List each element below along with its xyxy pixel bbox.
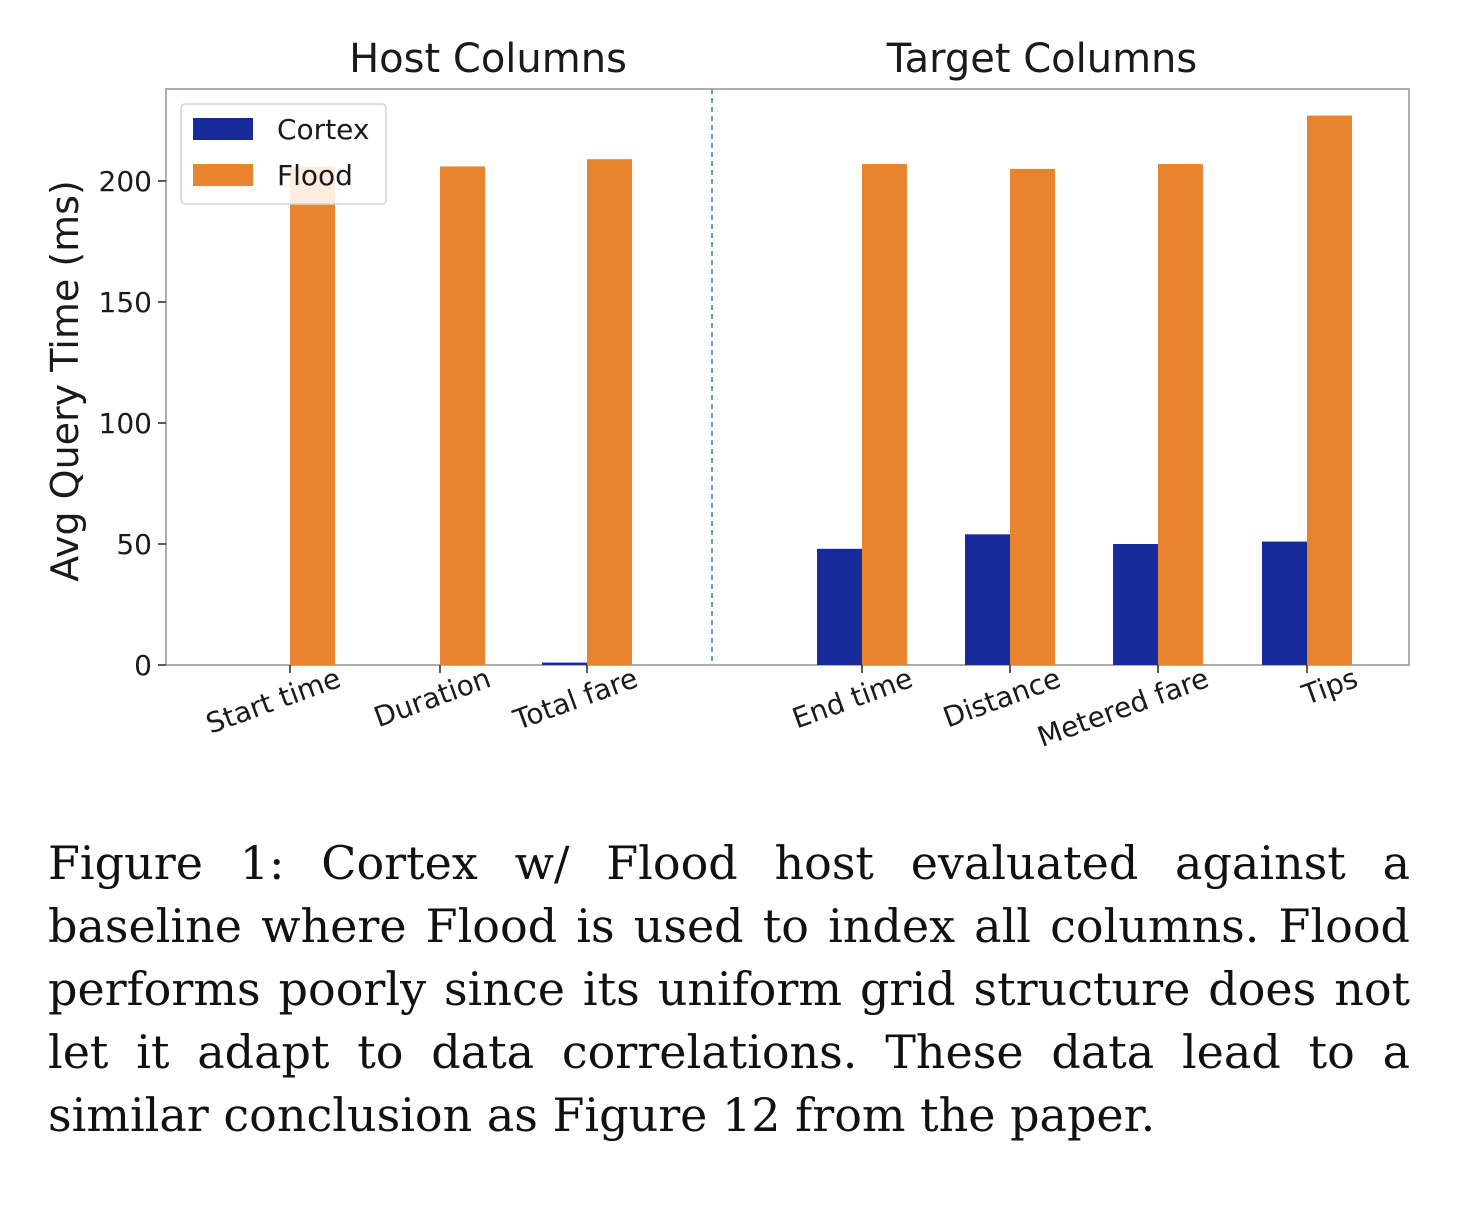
y-tick-label-150: 150 [99, 286, 152, 319]
legend-label-flood: Flood [277, 159, 353, 192]
bar-cortex-end-time [817, 548, 862, 665]
bar-flood-total-fare [587, 159, 632, 665]
bar-chart: Host Columns Target Columns 0 50 100 150 200 Av… [43, 36, 1410, 754]
x-tick-label-duration: Duration [369, 661, 495, 734]
bar-flood-duration [440, 166, 485, 665]
bar-cortex-tips [1262, 541, 1307, 665]
legend-swatch-flood [193, 164, 253, 186]
bar-cortex-metered-fare [1113, 543, 1158, 665]
x-tick-label-start-time: Start time [202, 661, 345, 740]
bar-flood-metered-fare [1158, 164, 1203, 665]
legend-label-cortex: Cortex [277, 113, 369, 146]
bar-cortex-distance [965, 534, 1010, 665]
group-title-host-columns: Host Columns [349, 36, 627, 82]
bar-cortex-total-fare [542, 662, 587, 665]
x-tick-label-total-fare: Total fare [508, 661, 642, 737]
y-axis-label: Avg Query Time (ms) [43, 180, 87, 582]
y-tick-label-100: 100 [99, 407, 152, 440]
y-tick-label-0: 0 [134, 649, 152, 682]
y-tick-label-50: 50 [116, 528, 152, 561]
bar-flood-tips [1307, 115, 1352, 666]
x-tick-label-end-time: End time [788, 661, 917, 735]
bar-flood-start-time [290, 166, 335, 665]
group-title-target-columns: Target Columns [886, 36, 1198, 82]
y-tick-label-200: 200 [99, 165, 152, 198]
figure-caption: Figure 1: Cortex w/ Flood host evaluated… [48, 836, 1410, 1142]
legend-swatch-cortex [193, 118, 253, 140]
bar-flood-end-time [862, 164, 907, 665]
bar-flood-distance [1010, 168, 1055, 665]
figure: Host Columns Target Columns 0 50 100 150 200 Av… [43, 36, 1410, 754]
x-tick-label-metered-fare: Metered fare [1033, 661, 1213, 753]
